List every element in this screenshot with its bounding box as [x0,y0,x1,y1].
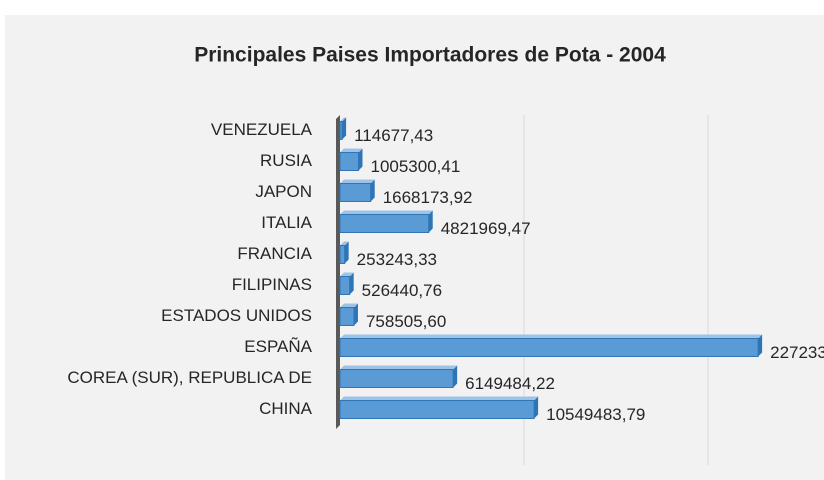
bar-side [344,241,349,264]
category-label: RUSIA [260,151,313,170]
category-label: FRANCIA [237,244,312,263]
bar [339,369,454,388]
data-label: 758505,60 [366,312,446,331]
data-label: 22723377,48 [770,343,824,362]
data-label: 6149484,22 [465,374,555,393]
bar-side [453,365,458,388]
data-label: 1005300,41 [370,157,460,176]
bar [339,214,430,233]
category-label: ESPAÑA [244,337,312,356]
bar-side [758,334,763,357]
category-label: COREA (SUR), REPUBLICA DE [67,368,312,387]
bar-side [370,179,375,202]
data-label: 1668173,92 [383,188,473,207]
bar-top [340,210,433,215]
bar-top [340,365,458,370]
bar [339,338,759,357]
bar [339,121,343,140]
bar-top [340,334,763,339]
data-label: 4821969,47 [441,219,531,238]
bar [339,276,351,295]
bar-top [340,303,358,308]
axis-wall [336,115,340,429]
category-label: CHINA [259,399,313,418]
bar [339,152,359,171]
data-label: 114677,43 [354,126,433,145]
bar-side [534,396,539,419]
category-label: ITALIA [261,213,312,232]
data-label: 10549483,79 [546,405,645,424]
data-label: 526440,76 [362,281,442,300]
bar [339,400,535,419]
bar-top [340,241,349,246]
bar [339,307,355,326]
bar-top [340,272,354,277]
chart-title: Principales Paises Importadores de Pota … [194,44,666,67]
category-label: VENEZUELA [211,120,313,139]
category-label: ESTADOS UNIDOS [161,306,312,325]
bar-side [358,148,363,171]
category-label: JAPON [255,182,312,201]
bar-side [428,210,433,233]
category-label: FILIPINAS [232,275,312,294]
bar-top [340,117,347,122]
bar [339,245,346,264]
bar-top [340,148,363,153]
bar-side [342,117,347,140]
bar-side [353,303,358,326]
bar-top [340,396,539,401]
bar-side [349,272,354,295]
bar-top [340,179,375,184]
bar [339,183,372,202]
data-label: 253243,33 [357,250,437,269]
